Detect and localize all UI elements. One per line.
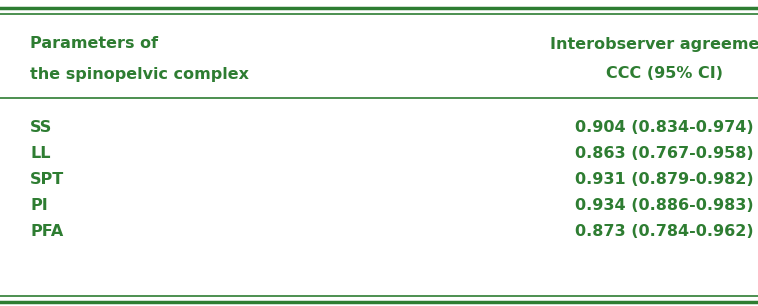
Text: 0.873 (0.784-0.962): 0.873 (0.784-0.962) bbox=[575, 225, 753, 240]
Text: 0.904 (0.834-0.974): 0.904 (0.834-0.974) bbox=[575, 121, 753, 136]
Text: Interobserver agreement: Interobserver agreement bbox=[550, 36, 758, 51]
Text: the spinopelvic complex: the spinopelvic complex bbox=[30, 66, 249, 81]
Text: 0.863 (0.767-0.958): 0.863 (0.767-0.958) bbox=[575, 147, 753, 162]
Text: 0.931 (0.879-0.982): 0.931 (0.879-0.982) bbox=[575, 173, 753, 188]
Text: CCC (95% CI): CCC (95% CI) bbox=[606, 66, 722, 81]
Text: SS: SS bbox=[30, 121, 52, 136]
Text: PI: PI bbox=[30, 199, 48, 214]
Text: SPT: SPT bbox=[30, 173, 64, 188]
Text: Parameters of: Parameters of bbox=[30, 36, 158, 51]
Text: LL: LL bbox=[30, 147, 51, 162]
Text: PFA: PFA bbox=[30, 225, 63, 240]
Text: 0.934 (0.886-0.983): 0.934 (0.886-0.983) bbox=[575, 199, 753, 214]
